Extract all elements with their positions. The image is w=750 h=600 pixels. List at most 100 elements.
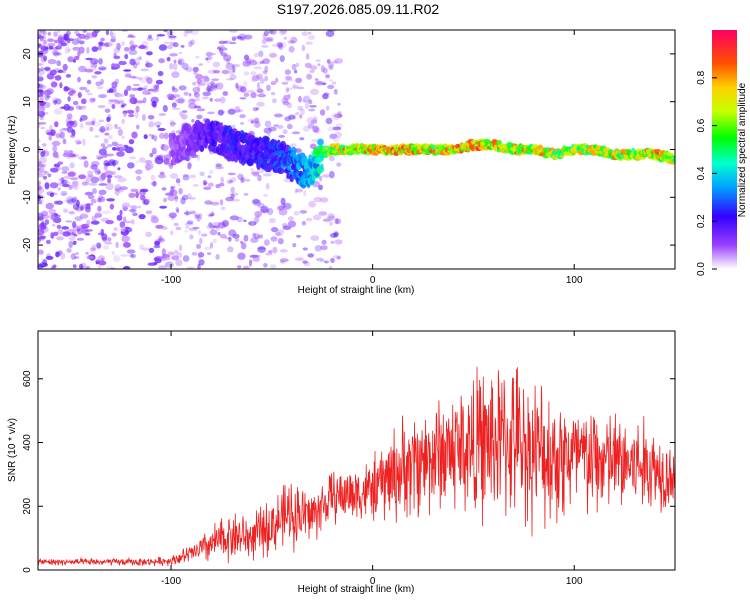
- spectrogram-noise-blob: [162, 105, 168, 112]
- spectrogram-noise-blob: [110, 67, 118, 70]
- spectrogram-noise-blob: [103, 138, 109, 144]
- spectrogram-noise-blob: [88, 194, 95, 200]
- spectrogram-noise-blob: [90, 63, 95, 68]
- spectrogram-noise-blob: [147, 115, 155, 120]
- spectrogram-noise-blob: [40, 164, 45, 172]
- spectrogram-noise-blob: [61, 127, 69, 131]
- spectrogram-noise-blob: [72, 46, 81, 51]
- spectrogram-noise-blob: [113, 52, 117, 59]
- spectrogram-noise-blob: [252, 256, 260, 263]
- spectrogram-noise-blob: [296, 86, 305, 90]
- spectrogram-noise-blob: [121, 103, 127, 107]
- spectrogram-noise-blob: [146, 37, 154, 42]
- spectrogram-noise-blob: [303, 190, 307, 197]
- spectrogram-noise-blob: [231, 35, 238, 40]
- spectrogram-noise-blob: [220, 45, 225, 50]
- spectrogram-noise-blob: [242, 60, 251, 67]
- spectrogram-noise-blob: [120, 226, 126, 233]
- spectrogram-noise-blob: [90, 176, 100, 184]
- spectrogram-noise-blob: [120, 40, 126, 47]
- spectrogram-noise-blob: [252, 172, 260, 177]
- spectrogram-noise-blob: [212, 225, 220, 229]
- spectrogram-noise-blob: [228, 69, 235, 75]
- spectrogram-noise-blob: [74, 256, 79, 259]
- spectrogram-noise-blob: [207, 175, 212, 179]
- spectrogram-noise-blob: [209, 229, 218, 236]
- spectrogram-noise-blob: [161, 248, 166, 256]
- spectrogram-noise-blob: [251, 79, 256, 83]
- spectrogram-noise-blob: [171, 85, 176, 91]
- spectrogram-noise-blob: [76, 227, 83, 235]
- spectrogram-noise-blob: [107, 98, 114, 105]
- spectrogram-noise-blob: [139, 157, 146, 163]
- spectrogram-noise-blob: [66, 248, 72, 253]
- spectrogram-ridge-blob: [317, 138, 324, 146]
- spectrogram-noise-blob: [325, 74, 330, 79]
- spectrogram-noise-blob: [157, 237, 165, 243]
- spectrogram-noise-blob: [272, 98, 277, 104]
- spectrogram-noise-blob: [62, 183, 70, 188]
- colorbar-tick-label: 0.0: [696, 262, 707, 276]
- spectrogram-noise-blob: [38, 200, 43, 203]
- spectrogram-noise-blob: [267, 131, 271, 137]
- spectrogram-noise-blob: [327, 213, 336, 221]
- spectrogram-noise-blob: [301, 31, 309, 36]
- spectrogram-noise-blob: [103, 165, 108, 171]
- spectrogram-noise-blob: [57, 69, 64, 73]
- spectrogram-noise-blob: [203, 186, 212, 191]
- spectrogram-noise-blob: [186, 266, 195, 269]
- spectrogram-noise-blob: [103, 41, 113, 47]
- spectrogram-noise-blob: [243, 234, 249, 242]
- y-tick-label: -10: [22, 190, 33, 205]
- spectrogram-noise-blob: [154, 155, 162, 160]
- snr-x-axis-title: Height of straight line (km): [298, 584, 415, 595]
- spectrogram-noise-blob: [74, 55, 80, 61]
- spectrogram-noise-blob: [178, 187, 183, 195]
- spectrogram-noise-blob: [312, 125, 319, 133]
- spectrogram-noise-blob: [63, 86, 69, 92]
- spectrogram-noise-blob: [46, 73, 55, 80]
- spectrogram-noise-blob: [140, 76, 147, 84]
- spectrogram-noise-blob: [38, 186, 45, 194]
- y-tick-label: 600: [22, 370, 33, 387]
- snr-x-ticks: -100 0 100: [161, 331, 583, 587]
- spectrogram-noise-blob: [66, 196, 73, 204]
- spectrogram-noise-blob: [240, 122, 245, 125]
- spectrogram-noise-blob: [264, 65, 269, 73]
- spectrogram-noise-blob: [145, 62, 153, 68]
- spectrogram-noise-blob: [253, 66, 263, 70]
- spectrogram-noise-blob: [43, 39, 47, 45]
- spectrogram-noise-blob: [57, 34, 63, 42]
- spectrogram-noise-blob: [129, 97, 138, 105]
- snr-frame: [37, 330, 676, 571]
- spectrogram-noise-blob: [68, 120, 75, 125]
- spectrogram-noise-blob: [188, 93, 192, 97]
- spectrogram-noise-blob: [171, 102, 177, 108]
- spectrogram-noise-blob: [256, 107, 260, 111]
- spectrogram-noise-blob: [167, 195, 176, 202]
- spectrogram-noise-blob: [50, 213, 55, 221]
- spectrogram-noise-blob: [79, 40, 85, 45]
- spectrogram-noise-blob: [174, 249, 179, 254]
- spectrogram-noise-blob: [49, 192, 55, 198]
- spectrogram-noise-blob: [45, 255, 54, 260]
- spectrogram-noise-blob: [182, 173, 189, 177]
- spectrogram-noise-blob: [142, 114, 146, 121]
- spectrogram-noise-blob: [121, 135, 125, 139]
- spectrogram-noise-blob: [307, 253, 315, 258]
- spectrogram-noise-blob: [127, 35, 136, 38]
- spectrogram-noise-blob: [38, 33, 42, 40]
- spectrogram-noise-blob: [129, 58, 136, 66]
- spectrogram-noise-blob: [262, 173, 272, 177]
- spectrogram-noise-blob: [184, 229, 188, 233]
- spectrogram-noise-blob: [192, 183, 199, 187]
- spectrogram-noise-blob: [257, 174, 262, 182]
- spectrogram-noise-blob: [73, 230, 77, 234]
- spectrogram-noise-blob: [185, 225, 189, 229]
- spectrogram-noise-blob: [61, 192, 67, 196]
- spectrogram-noise-blob: [224, 236, 231, 240]
- spectrogram-noise-blob: [254, 121, 262, 128]
- spectrogram-noise-blob: [173, 222, 179, 227]
- spectrogram-noise-blob: [80, 114, 88, 121]
- spectrogram-noise-blob: [156, 125, 160, 128]
